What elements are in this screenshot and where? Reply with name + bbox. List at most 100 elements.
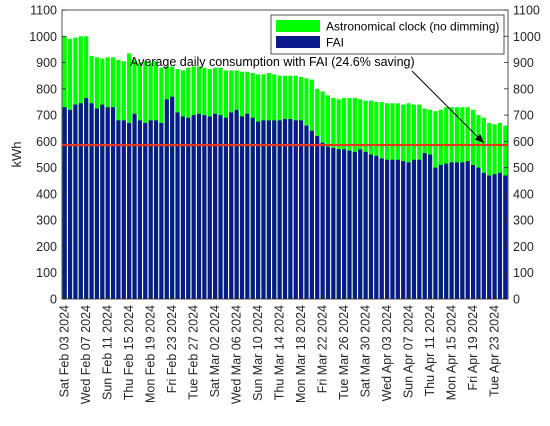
fai-bar (342, 149, 347, 299)
x-tick-label: Sun Apr 07 2024 (402, 305, 416, 398)
fai-bar (180, 116, 185, 300)
right-y-tick-label: 400 (513, 187, 534, 201)
y-axis-label: kWh (9, 142, 24, 168)
fai-bar (476, 167, 481, 299)
fai-bar (406, 162, 411, 299)
fai-bar (73, 104, 78, 299)
fai-bar (127, 122, 132, 299)
right-y-tick-label: 900 (513, 56, 534, 70)
fai-bar (234, 109, 239, 299)
x-tick-label: Tue Mar 26 2024 (337, 305, 351, 400)
right-y-tick-label: 500 (513, 161, 534, 175)
x-tick-label: Sat Mar 02 2024 (208, 305, 222, 397)
right-y-tick-label: 0 (513, 293, 520, 307)
fai-bar (159, 122, 164, 299)
fai-bar (191, 115, 196, 299)
x-tick-label: Wed Apr 03 2024 (380, 305, 394, 401)
y-tick-label: 1000 (29, 30, 57, 44)
fai-bar (67, 109, 73, 299)
annotation-arrow-line (411, 70, 485, 144)
fai-bar (320, 142, 325, 299)
legend-label: Astronomical clock (no dimming) (326, 20, 499, 34)
fai-bar (164, 99, 169, 299)
fai-bar (299, 120, 304, 299)
fai-bar (196, 113, 202, 299)
fai-bar (422, 153, 427, 299)
fai-bar (449, 162, 454, 299)
fai-bar (153, 120, 159, 299)
x-tick-label: Sat Mar 30 2024 (359, 305, 373, 397)
fai-bar (427, 154, 433, 299)
fai-bar (78, 103, 83, 300)
legend-swatch (276, 36, 320, 48)
fai-bar (454, 162, 460, 299)
legend-swatch (276, 20, 320, 32)
fai-bar (213, 113, 218, 299)
fai-bar (121, 120, 126, 299)
fai-bar (385, 159, 390, 299)
fai-series (62, 96, 508, 300)
x-tick-label: Fri Apr 19 2024 (466, 305, 480, 391)
x-tick-label: Wed Mar 06 2024 (230, 305, 244, 404)
fai-bar (411, 159, 417, 299)
fai-bar (110, 107, 116, 300)
right-y-tick-label: 100 (513, 266, 534, 280)
y-tick-label: 100 (36, 266, 57, 280)
x-tick-label: Tue Feb 27 2024 (187, 305, 201, 400)
fai-bar (347, 150, 352, 299)
y-tick-label: 500 (36, 161, 57, 175)
fai-bar (250, 117, 255, 299)
fai-bar (100, 104, 105, 299)
left-y-axis: 0 100 200 300 400 500 600 700 800 900 1000 1100 (29, 4, 66, 307)
fai-bar (481, 172, 486, 299)
y-tick-label: 400 (36, 187, 57, 201)
fai-bar (89, 103, 94, 300)
fai-bar (390, 159, 395, 299)
legend-label: FAI (326, 36, 344, 50)
fai-bar (272, 120, 277, 299)
fai-bar (358, 149, 363, 299)
fai-bar (94, 108, 100, 300)
fai-bar (261, 120, 266, 299)
fai-bar (336, 149, 341, 299)
y-tick-label: 1100 (30, 4, 57, 18)
fai-bar (137, 120, 143, 299)
legend: Astronomical clock (no dimming) FAI (270, 14, 505, 55)
x-tick-label: Fri Mar 22 2024 (316, 305, 330, 393)
x-tick-label: Thu Apr 11 2024 (423, 305, 437, 397)
fai-bar (374, 155, 379, 299)
fai-bar (186, 117, 191, 299)
right-y-tick-label: 300 (513, 214, 534, 228)
y-tick-label: 600 (36, 135, 57, 149)
fai-bar (218, 115, 223, 299)
y-tick-label: 200 (36, 240, 57, 254)
fai-bar (245, 113, 250, 299)
fai-bar (105, 107, 110, 300)
x-tick-label: Sun Feb 11 2024 (101, 305, 115, 400)
right-y-tick-label: 600 (513, 135, 534, 149)
fai-bar (288, 119, 293, 299)
fai-bar (282, 119, 288, 299)
fai-bar (401, 161, 406, 299)
fai-bar (223, 117, 228, 299)
x-tick-label: Wed Feb 07 2024 (79, 305, 93, 404)
fai-bar (84, 98, 89, 299)
y-tick-label: 0 (50, 293, 57, 307)
y-tick-label: 800 (36, 82, 57, 96)
fai-bar (497, 172, 503, 299)
plot-area-frame (61, 9, 509, 300)
fai-bar (352, 151, 357, 299)
fai-bar (433, 167, 438, 299)
y-tick-label: 900 (36, 56, 57, 70)
fai-bar (470, 165, 476, 299)
fai-bar (207, 116, 212, 300)
x-tick-label: Mon Apr 15 2024 (445, 305, 459, 400)
x-tick-label: Thu Mar 14 2024 (273, 305, 287, 400)
fai-bar (62, 107, 67, 300)
right-y-tick-label: 200 (513, 240, 534, 254)
fai-bar (266, 120, 271, 299)
x-tick-label: Fri Feb 23 2024 (165, 305, 179, 393)
fai-bar (277, 120, 282, 299)
fai-bar (487, 175, 492, 299)
